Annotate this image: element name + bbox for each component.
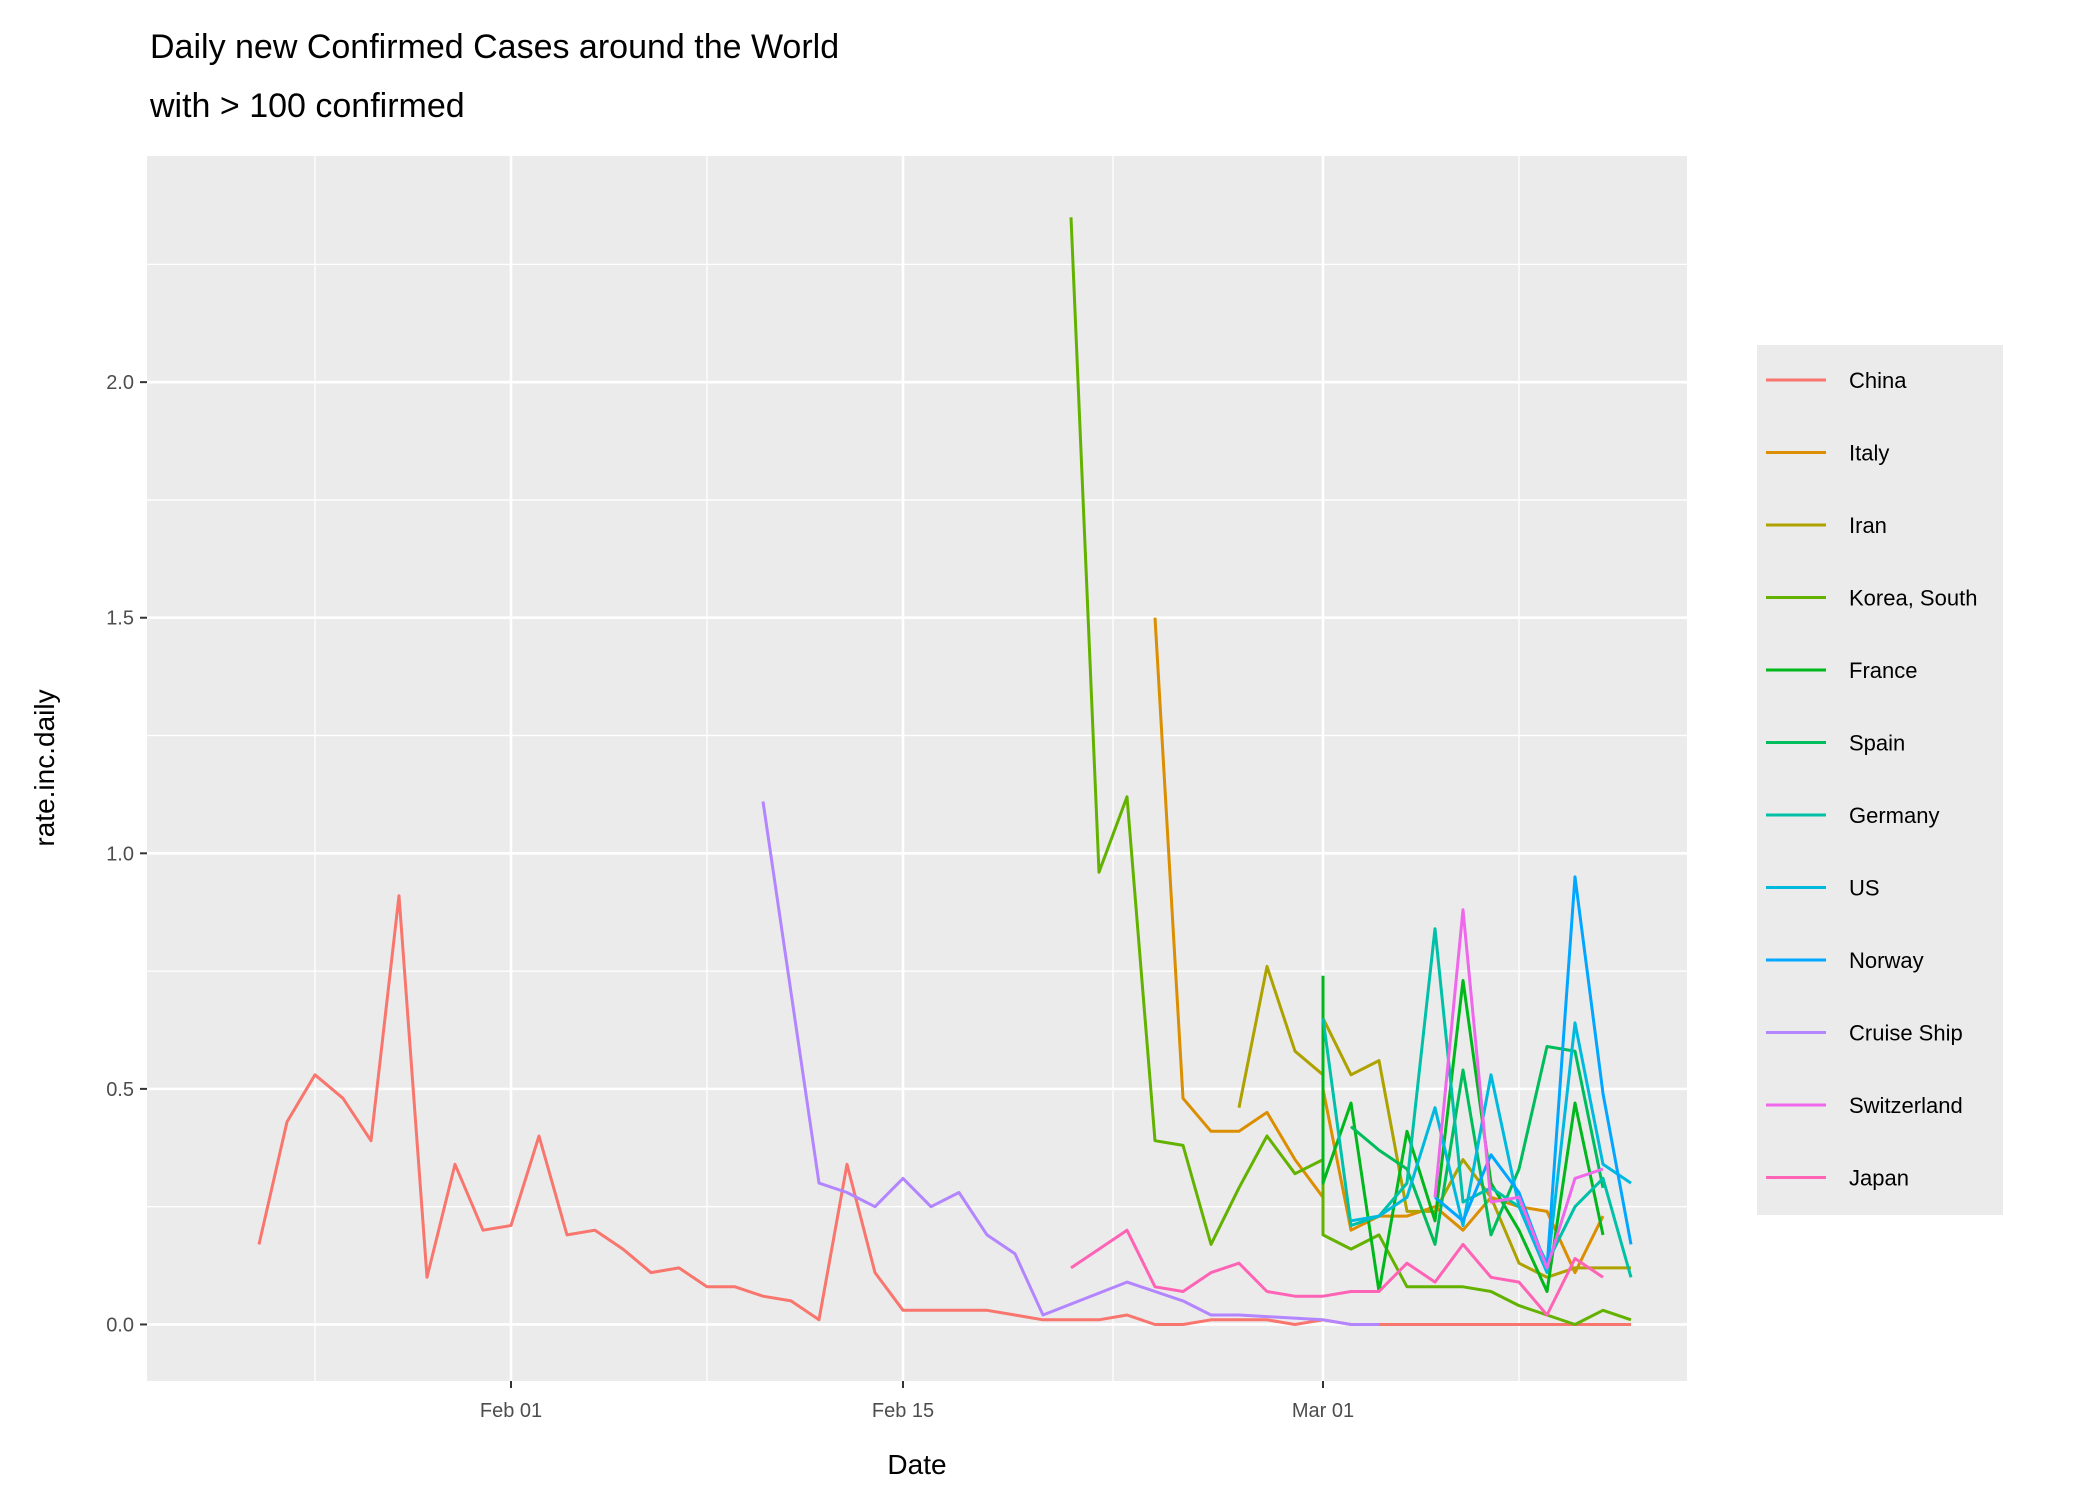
y-axis: 0.0 0.5 1.0 1.5 2.0 xyxy=(106,372,147,1336)
series-line-cruise-ship xyxy=(761,801,1379,1326)
legend-label: France xyxy=(1849,658,1917,683)
series-line-korea-south xyxy=(1069,217,1632,1326)
legend-label: Switzerland xyxy=(1849,1093,1963,1118)
legend-label: US xyxy=(1849,876,1880,901)
grid-minor xyxy=(147,156,1687,1381)
legend: China Italy Iran Korea, South France Spain Ger… xyxy=(1766,368,1977,1191)
x-axis-title: Date xyxy=(887,1449,946,1480)
x-tick-label: Feb 01 xyxy=(480,1400,542,1422)
plot-panel xyxy=(147,156,1687,1381)
legend-label: Korea, South xyxy=(1849,586,1977,611)
series-line-japan xyxy=(1070,1228,1604,1317)
legend-label: Spain xyxy=(1849,731,1905,756)
series-line-china xyxy=(257,894,1631,1326)
legend-label: Norway xyxy=(1849,948,1924,973)
legend-label: Italy xyxy=(1849,441,1889,466)
legend-label: Cruise Ship xyxy=(1849,1021,1963,1046)
x-tick-label: Feb 15 xyxy=(872,1400,934,1422)
series-line-switzerland xyxy=(1433,908,1604,1270)
series-line-us xyxy=(1350,1021,1632,1275)
series-layer xyxy=(257,217,1633,1326)
x-axis: Feb 01 Feb 15 Mar 01 xyxy=(480,1381,1354,1422)
series-line-iran xyxy=(1237,964,1631,1279)
legend-box xyxy=(1757,345,2003,1215)
chart-title: Daily new Confirmed Cases around the Wor… xyxy=(150,28,839,66)
x-tick-label: Mar 01 xyxy=(1292,1400,1354,1422)
y-tick-label: 0.5 xyxy=(106,1079,134,1101)
series-line-france xyxy=(1321,975,1605,1293)
legend-label: Iran xyxy=(1849,513,1887,538)
legend-label: Germany xyxy=(1849,803,1939,828)
y-axis-title: rate.inc.daily xyxy=(29,689,60,846)
y-tick-label: 1.0 xyxy=(106,843,134,865)
y-tick-label: 0.0 xyxy=(106,1314,134,1336)
legend-label: Japan xyxy=(1849,1166,1909,1191)
y-tick-label: 1.5 xyxy=(106,608,134,630)
y-tick-label: 2.0 xyxy=(106,372,134,394)
legend-label: China xyxy=(1849,368,1907,393)
chart-subtitle: with > 100 confirmed xyxy=(149,87,465,125)
